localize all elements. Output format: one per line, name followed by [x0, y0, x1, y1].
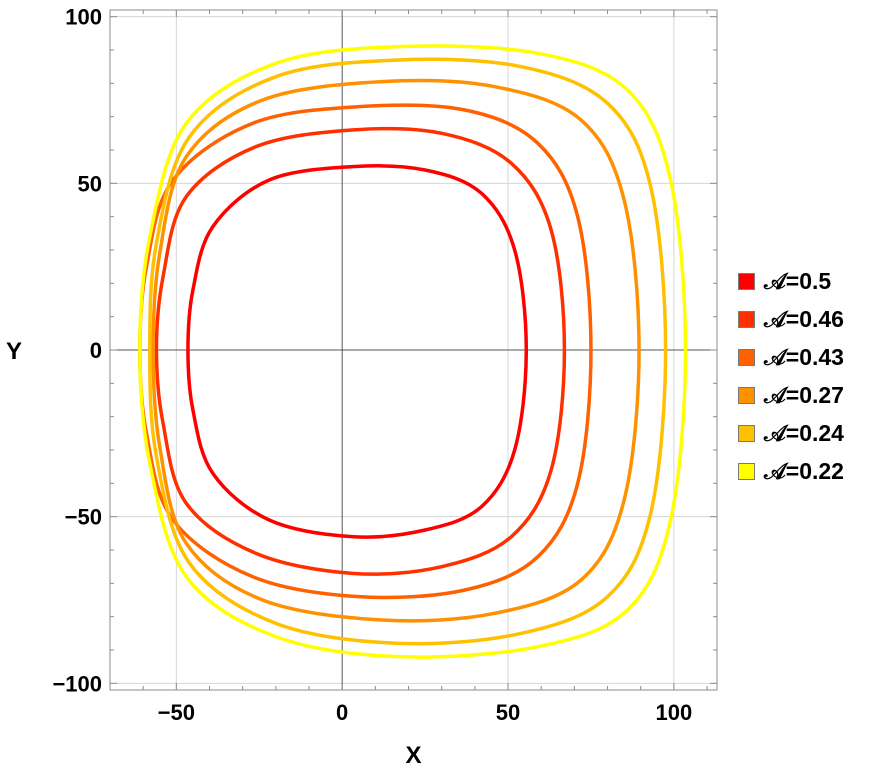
legend: 𝒜=0.5 𝒜=0.46 𝒜=0.43 𝒜=0.27 𝒜=0.24 𝒜=0.22	[738, 262, 844, 490]
series-curve-1	[154, 126, 567, 576]
legend-label: 𝒜=0.27	[764, 381, 844, 408]
legend-swatch	[738, 386, 755, 404]
y-tick-label: −50	[65, 505, 102, 530]
y-tick-label: 0	[90, 338, 102, 363]
legend-item: 𝒜=0.24	[738, 414, 844, 452]
legend-label: 𝒜=0.43	[764, 343, 844, 370]
x-tick-labels: −50 0 50 100	[158, 700, 693, 725]
x-axis-label: X	[405, 742, 421, 769]
series-curve-4	[148, 57, 668, 646]
legend-label: 𝒜=0.22	[764, 457, 844, 484]
legend-swatch	[738, 348, 755, 366]
series-curve-5	[138, 44, 688, 659]
legend-item: 𝒜=0.46	[738, 300, 844, 338]
legend-label: 𝒜=0.5	[764, 267, 832, 294]
legend-item: 𝒜=0.22	[738, 452, 844, 490]
x-tick-label: −50	[158, 700, 195, 725]
x-tick-label: 100	[656, 700, 693, 725]
legend-item: 𝒜=0.5	[738, 262, 844, 300]
legend-swatch	[738, 424, 755, 442]
legend-swatch	[738, 310, 755, 328]
x-tick-label: 50	[496, 700, 520, 725]
legend-swatch	[738, 462, 755, 480]
axes	[110, 10, 717, 690]
tick-marks	[110, 10, 717, 690]
x-tick-label: 0	[336, 700, 348, 725]
y-tick-label: −100	[52, 671, 102, 696]
legend-label: 𝒜=0.24	[764, 419, 844, 446]
y-tick-label: 100	[65, 5, 102, 30]
y-tick-labels: −100 −50 0 50 100	[52, 5, 102, 697]
series-curve-3	[151, 78, 641, 623]
legend-label: 𝒜=0.46	[764, 305, 844, 332]
legend-swatch	[738, 272, 755, 290]
series-layer	[138, 44, 688, 659]
y-axis-label: Y	[6, 338, 22, 365]
series-curve-0	[186, 164, 529, 539]
legend-item: 𝒜=0.27	[738, 376, 844, 414]
y-tick-label: 50	[78, 171, 102, 196]
legend-item: 𝒜=0.43	[738, 338, 844, 376]
